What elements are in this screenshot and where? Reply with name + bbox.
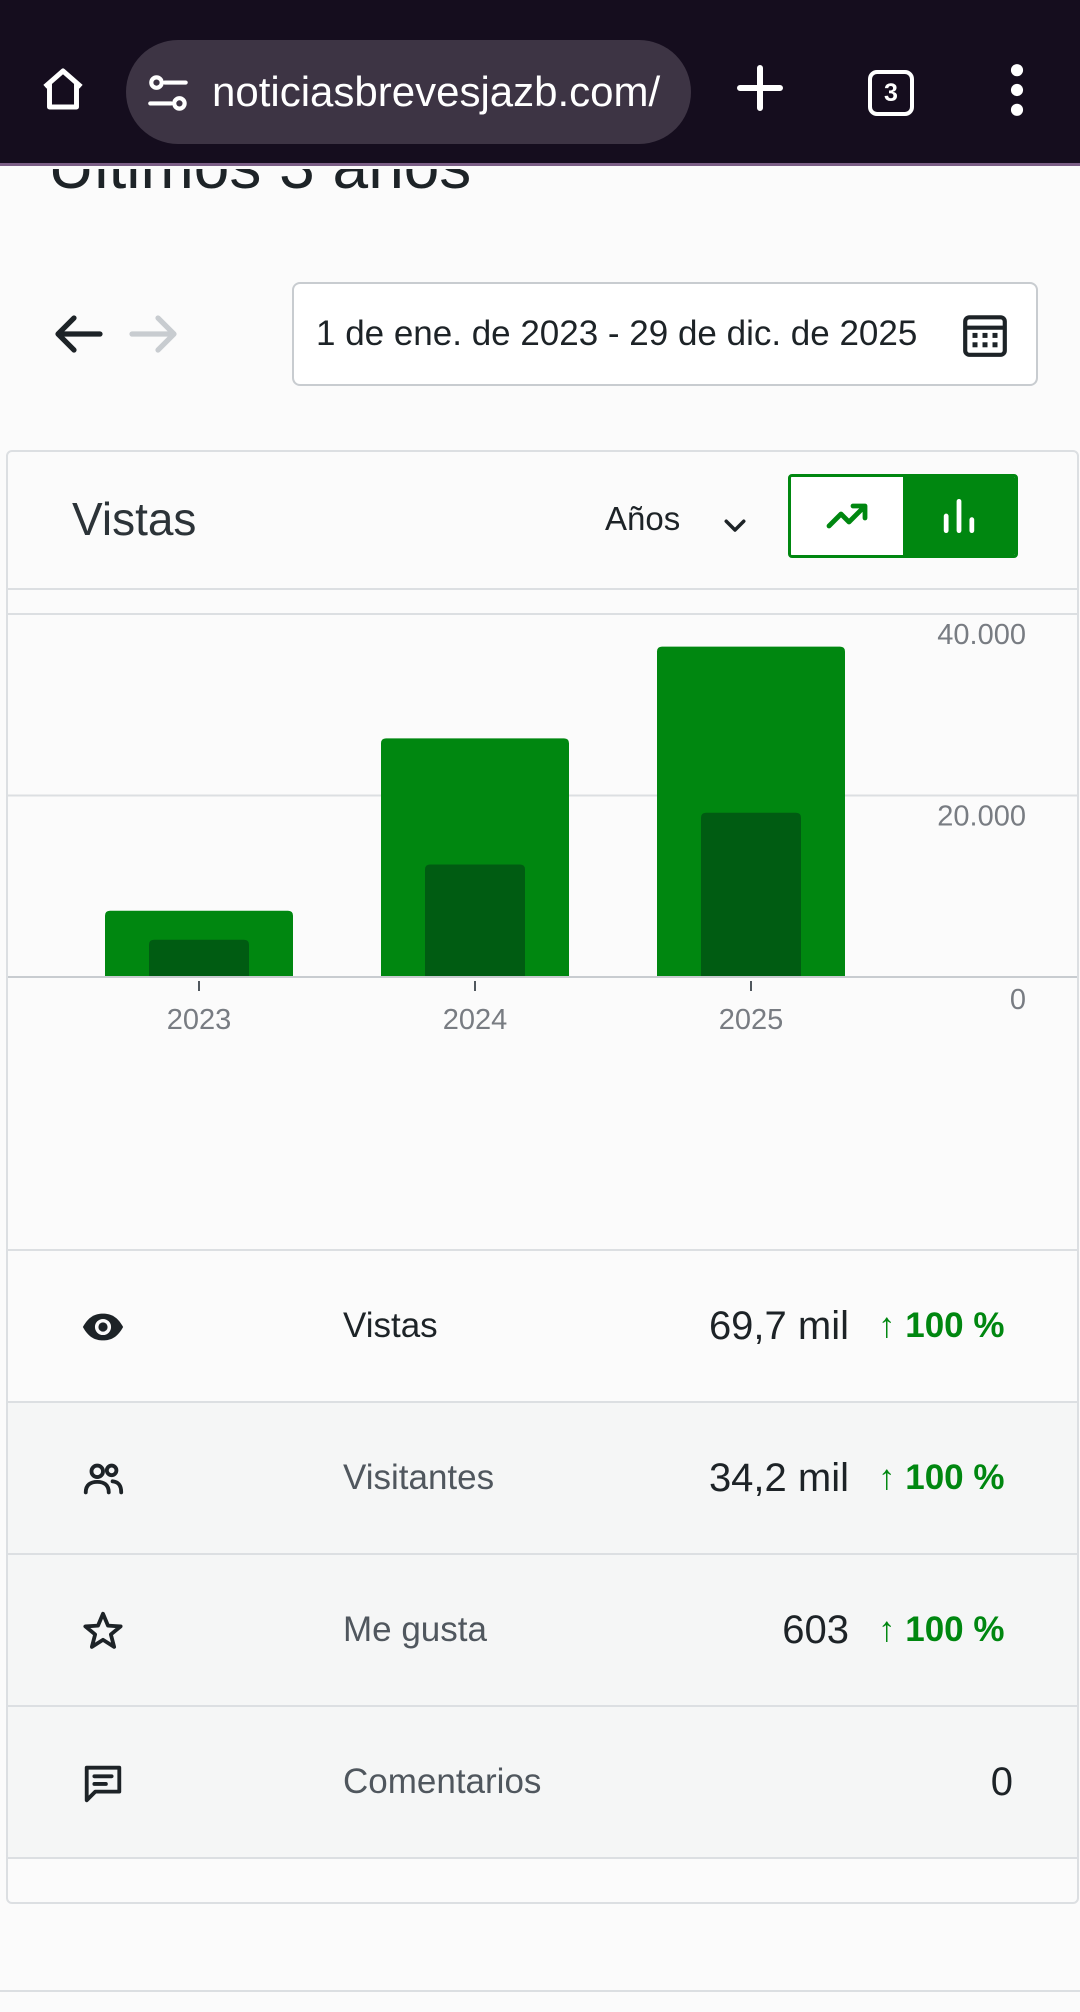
stats-card: Vistas Años 0 20.000 40.000 2023 2024 2025 Vi… — [6, 450, 1079, 1904]
new-tab-icon[interactable] — [730, 58, 790, 118]
stat-value: 603 — [782, 1608, 849, 1652]
stat-label: Visitantes — [343, 1458, 495, 1497]
stat-value: 34,2 mil — [708, 1456, 849, 1500]
date-range-label: 1 de ene. de 2023 - 29 de dic. de 2025 — [316, 314, 918, 353]
y-tick-label: 0 — [1010, 984, 1026, 1016]
divider — [8, 1553, 1077, 1555]
stat-label: Me gusta — [343, 1610, 487, 1649]
x-tick-label: 2023 — [167, 1004, 232, 1036]
bar — [149, 939, 249, 977]
x-tick-label: 2024 — [443, 1004, 508, 1036]
divider — [8, 1249, 1077, 1251]
tab-switcher-button[interactable]: 3 — [868, 70, 914, 116]
site-settings-icon[interactable] — [144, 68, 194, 118]
page-title: Últimos 3 años — [48, 169, 471, 203]
eye-icon — [82, 1313, 124, 1341]
stat-trend: ↑ 100 % — [878, 1458, 1005, 1497]
period-select[interactable]: Años — [605, 500, 681, 537]
next-period-arrow-icon — [129, 315, 177, 353]
bar-chart-icon — [943, 498, 975, 534]
bar — [425, 864, 525, 977]
stat-row-likes[interactable]: Me gusta 603 ↑ 100 % — [8, 1555, 1077, 1705]
line-chart-button[interactable] — [791, 477, 903, 555]
home-icon — [43, 68, 83, 110]
divider — [8, 1857, 1077, 1859]
stat-value: 0 — [990, 1760, 1013, 1804]
stat-row-visitors[interactable]: Visitantes 34,2 mil ↑ 100 % — [8, 1403, 1077, 1553]
more-options-icon[interactable] — [1002, 62, 1032, 118]
y-tick-label: 20.000 — [937, 801, 1026, 833]
calendar-icon — [963, 315, 1007, 357]
y-tick-label: 40.000 — [937, 619, 1026, 651]
trending-up-icon — [826, 503, 868, 529]
date-range-picker[interactable]: 1 de ene. de 2023 - 29 de dic. de 2025 — [292, 282, 1038, 386]
chart-type-toggle — [788, 474, 1018, 558]
address-bar[interactable]: noticiasbrevesjazb.com/ — [126, 40, 691, 144]
home-button[interactable] — [30, 56, 96, 122]
stat-row-views[interactable]: Vistas 69,7 mil ↑ 100 % — [8, 1251, 1077, 1401]
chart-title: Vistas — [72, 493, 197, 545]
divider — [8, 1705, 1077, 1707]
previous-period-arrow-icon[interactable] — [50, 310, 106, 358]
divider — [0, 1990, 1080, 1992]
stat-trend: ↑ 100 % — [878, 1306, 1005, 1345]
stat-value: 69,7 mil — [708, 1304, 849, 1348]
stat-label: Comentarios — [343, 1762, 542, 1801]
bar — [701, 812, 801, 977]
chevron-down-icon[interactable] — [718, 510, 752, 540]
stat-trend: ↑ 100 % — [878, 1610, 1005, 1649]
bar-chart-button[interactable] — [903, 477, 1015, 555]
stat-row-comments[interactable]: Comentarios 0 — [8, 1707, 1077, 1857]
divider — [8, 588, 1077, 590]
browser-toolbar: noticiasbrevesjazb.com/ 3 — [0, 0, 1080, 166]
stat-label: Vistas — [343, 1306, 438, 1345]
url-text[interactable]: noticiasbrevesjazb.com/ — [212, 68, 661, 115]
divider — [8, 1401, 1077, 1403]
views-bar-chart: 0 20.000 40.000 2023 2024 2025 — [8, 613, 1077, 1036]
people-icon — [83, 1463, 124, 1495]
comment-icon — [84, 1765, 122, 1803]
x-tick-label: 2025 — [719, 1004, 784, 1036]
page-heading-container: Últimos 3 años — [0, 169, 1080, 209]
star-icon — [83, 1611, 123, 1649]
